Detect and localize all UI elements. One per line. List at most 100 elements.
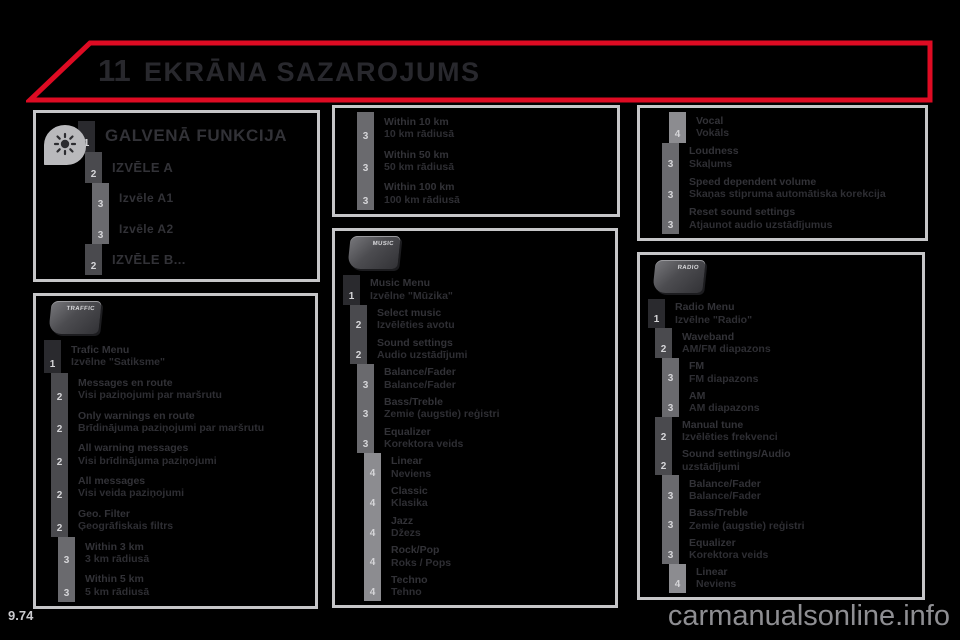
level-badge: 3 <box>357 393 374 424</box>
level-badge: 3 <box>662 142 679 173</box>
level-badge: 4 <box>364 452 381 483</box>
menu-item: 2 IZVĒLE B... <box>70 244 317 275</box>
menu-item-label-en: Radio Menu <box>675 301 735 314</box>
menu-item-label-en: AM <box>689 389 706 402</box>
menu-item-text: Balance/Fader Balance/Fader <box>689 475 761 504</box>
menu-item-text: Speed dependent volume Skaņas stipruma au… <box>689 173 886 204</box>
key-label: RADIO <box>677 265 700 271</box>
menu-item: 2 Manual tune Izvēlēties frekvenci <box>640 416 922 447</box>
menu-item-text: GALVENĀ FUNKCIJA <box>105 121 287 152</box>
menu-tree: 1 Radio Menu Izvēlne "Radio" 2 Waveband AM/FM… <box>640 295 922 597</box>
level-badge: 3 <box>357 363 374 394</box>
level-badge: 3 <box>92 182 109 214</box>
panel-traffic-continued: 3 Within 10 km 10 km rādiusā 3 Within 50 km 5… <box>332 105 620 217</box>
level-badge: 3 <box>92 213 109 245</box>
menu-item-text: Techno Tehno <box>391 571 428 601</box>
level-badge: 2 <box>51 405 68 439</box>
menu-item-label-en: Select music <box>377 307 442 320</box>
menu-item-label-en: Classic <box>391 484 428 497</box>
panel-radio: RADIO 1 Radio Menu Izvēlne "Radio" 2 Waveban… <box>637 252 925 600</box>
menu-item-label-lv: Balance/Fader <box>384 378 456 391</box>
icon-row: MUSIC <box>335 231 615 271</box>
panel-music: MUSIC 1 Music Menu Izvēlne "Mūzika" 2 Select… <box>332 228 618 608</box>
menu-item: 4 Rock/Pop Roks / Pops <box>335 541 615 572</box>
menu-item-label-lv: 3 km rādiusā <box>85 552 150 565</box>
level-badge: 3 <box>662 203 679 234</box>
menu-item-text: Equalizer Korektora veids <box>689 534 768 563</box>
menu-item-label-en: GALVENĀ FUNKCIJA <box>105 126 288 146</box>
menu-item-text: Select music Izvēlēties avotu <box>377 305 455 335</box>
page-number: 9.74 <box>8 608 34 623</box>
menu-item-label-en: All warning messages <box>78 442 189 455</box>
menu-item-text: Geo. Filter Ģeogrāfiskais filtrs <box>78 504 173 537</box>
menu-item-label-lv: AM/FM diapazons <box>682 343 771 356</box>
menu-item-text: Only warnings en route Brīdinājuma paziņo… <box>78 406 264 439</box>
menu-item: 2 Sound settings/Audio uzstādījumi <box>640 446 922 476</box>
menu-item: 3 FM FM diapazons <box>640 357 922 388</box>
brightness-icon <box>44 125 86 165</box>
menu-item-label-en: Only warnings en route <box>78 409 195 422</box>
menu-item-label-lv: Neviens <box>696 578 737 591</box>
menu-item-label-en: IZVĒLE A <box>112 159 174 175</box>
menu-item-text: Within 50 km 50 km rādiusā <box>384 145 454 178</box>
menu-item: 3 Bass/Treble Zemie (augstie) reģistri <box>640 504 922 535</box>
menu-item-text: All messages Visi veida paziņojumi <box>78 471 184 504</box>
level-badge: 2 <box>655 416 672 447</box>
menu-item: 3 Izvēle A1 <box>70 182 317 214</box>
menu-item-text: Manual tune Izvēlēties frekvenci <box>682 417 778 446</box>
menu-item-label-lv: Korektora veids <box>689 548 769 561</box>
menu-item-text: Bass/Treble Zemie (augstie) reģistri <box>689 505 805 534</box>
menu-item: 3 Reset sound settings Atjaunot audio uzst… <box>640 203 925 234</box>
menu-item-text: Waveband AM/FM diapazons <box>682 328 771 357</box>
menu-tree: 4 Vocal Vokāls 3 Loudness Skaļums 3 Speed depen… <box>640 108 925 238</box>
menu-item-label-en: FM <box>689 360 705 373</box>
level-badge: 4 <box>669 112 686 143</box>
menu-item-label-lv: AM diapazons <box>689 401 760 414</box>
level-badge: 1 <box>44 340 61 373</box>
menu-item-label-en: Bass/Treble <box>689 507 748 520</box>
menu-item-label-lv: Brīdinājuma paziņojumi par maršrutu <box>78 421 265 434</box>
level-badge: 2 <box>655 446 672 476</box>
menu-item-label-lv: FM diapazons <box>689 372 759 385</box>
menu-item-label-lv: uzstādījumi <box>682 460 740 473</box>
menu-item-label-lv: Roks / Pops <box>391 556 452 569</box>
music-key-icon: MUSIC <box>347 236 401 269</box>
menu-item-label-lv: Visi paziņojumi par maršrutu <box>78 389 222 402</box>
menu-item-label-lv: 100 km rādiusā <box>384 193 460 206</box>
menu-item-label-en: Linear <box>391 455 423 468</box>
menu-item-text: Linear Neviens <box>391 453 431 483</box>
menu-item-label-lv: Balance/Fader <box>689 490 761 503</box>
menu-item: 3 Balance/Fader Balance/Fader <box>335 363 615 394</box>
menu-item: 3 Within 5 km 5 km rādiusā <box>36 569 315 602</box>
menu-item-text: Balance/Fader Balance/Fader <box>384 364 456 394</box>
menu-item: 4 Linear Neviens <box>640 563 922 594</box>
menu-item-label-en: Speed dependent volume <box>689 175 817 188</box>
menu-item-label-lv: Tehno <box>391 586 422 599</box>
menu-item: 1 Trafic Menu Izvēlne "Satiksme" <box>36 340 315 373</box>
menu-item: 2 Sound settings Audio uzstādījumi <box>335 334 615 364</box>
menu-item-label-lv: Izvēlēties frekvenci <box>682 431 778 444</box>
menu-item-label-lv: 5 km rādiusā <box>85 585 150 598</box>
panel-main-function: 1 GALVENĀ FUNKCIJA 2 IZVĒLE A 3 Izvēle A1 3 Izv… <box>33 110 320 282</box>
menu-item-text: FM FM diapazons <box>689 358 758 387</box>
level-badge: 1 <box>343 275 360 305</box>
level-badge: 2 <box>51 471 68 504</box>
level-badge: 3 <box>662 475 679 505</box>
menu-item-label-en: Equalizer <box>689 536 736 549</box>
menu-item-label-en: Within 3 km <box>85 540 144 553</box>
menu-item-text: Equalizer Korektora veids <box>384 423 463 453</box>
menu-item: 1 Radio Menu Izvēlne "Radio" <box>640 299 922 329</box>
menu-item-label-lv: Vokāls <box>696 127 730 140</box>
menu-item-label-en: Rock/Pop <box>391 544 440 557</box>
menu-item-label-en: Vocal <box>696 114 724 127</box>
menu-item-label-lv: Visi brīdinājuma paziņojumi <box>78 454 217 467</box>
menu-item-label-lv: Izvēlne "Satiksme" <box>71 356 166 369</box>
menu-item: 4 Techno Tehno <box>335 571 615 602</box>
menu-item: 4 Jazz Džezs <box>335 512 615 542</box>
menu-item-label-en: Izvēle A1 <box>119 190 174 205</box>
level-badge: 2 <box>51 438 68 471</box>
menu-item-label-lv: Zemie (augstie) reģistri <box>689 519 805 532</box>
menu-item-text: Within 10 km 10 km rādiusā <box>384 112 454 145</box>
menu-item-text: Sound settings/Audio uzstādījumi <box>682 446 791 475</box>
menu-item-label-en: Waveband <box>682 330 735 343</box>
